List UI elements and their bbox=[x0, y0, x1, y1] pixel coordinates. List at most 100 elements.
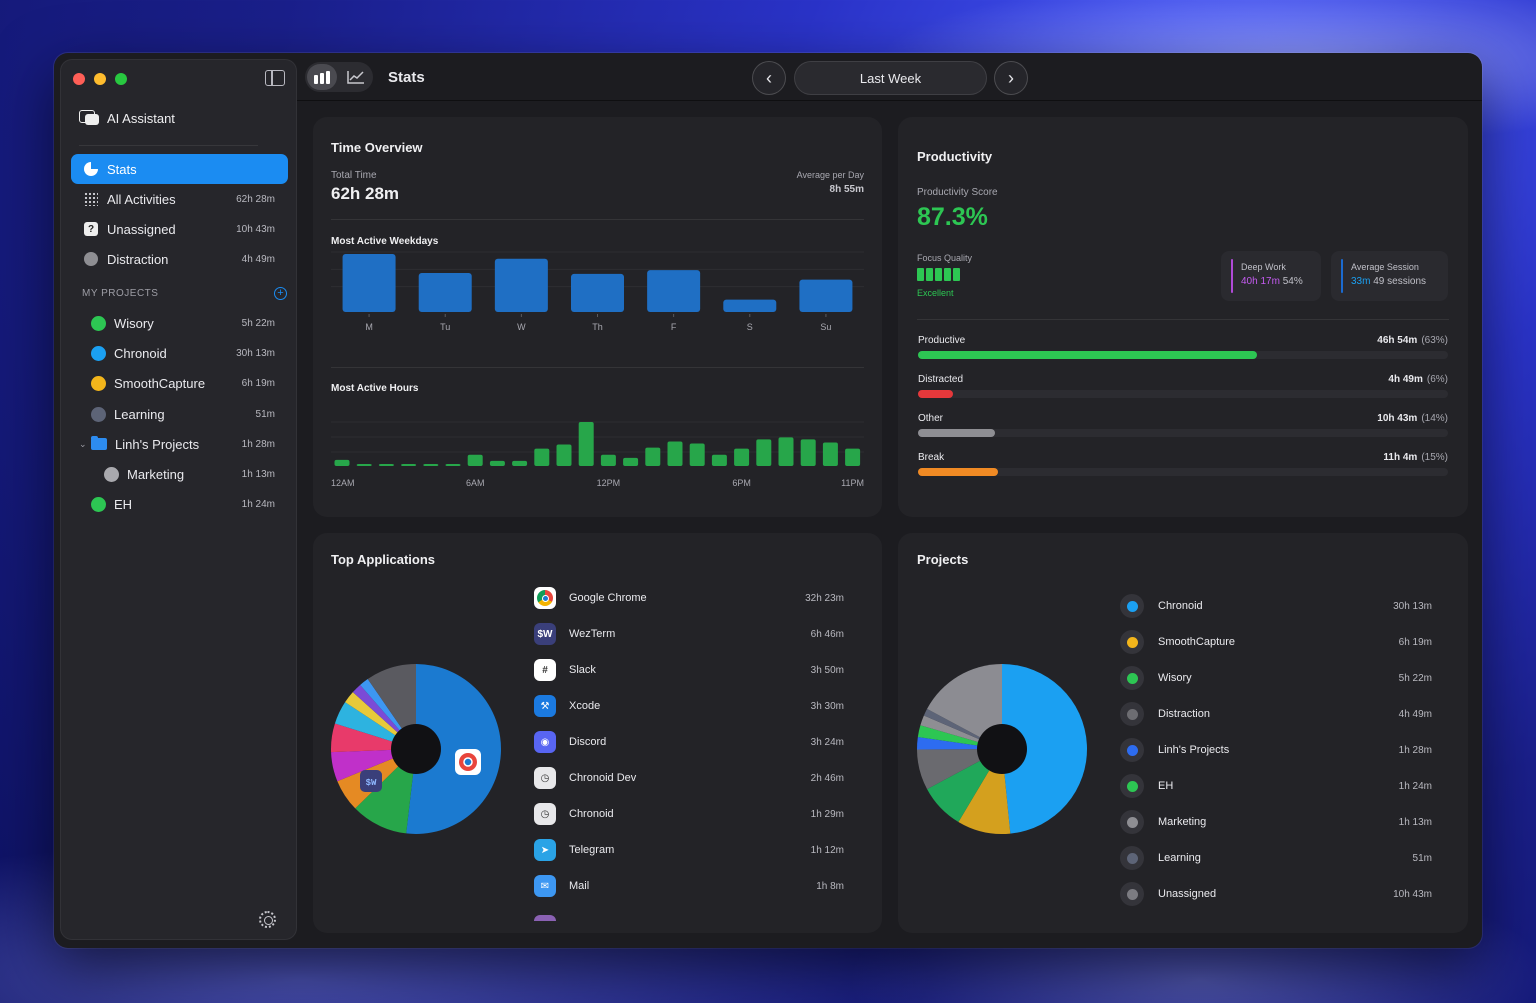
project-name: Learning bbox=[1158, 852, 1201, 864]
hour-bar[interactable] bbox=[467, 454, 483, 466]
hour-bar[interactable] bbox=[756, 439, 772, 466]
hour-bar[interactable] bbox=[689, 443, 705, 466]
hour-bar[interactable] bbox=[423, 464, 439, 466]
project-list-item[interactable]: Linh's Projects 1h 28m bbox=[1120, 738, 1432, 762]
zoom-window-button[interactable] bbox=[115, 73, 127, 85]
hour-bar[interactable] bbox=[556, 444, 572, 466]
hour-bar[interactable] bbox=[667, 441, 683, 466]
sidebar-item-stats[interactable]: Stats bbox=[71, 154, 288, 184]
divider bbox=[917, 319, 1449, 320]
sidebar-project-linhs-projects[interactable]: ⌄ Linh's Projects 1h 28m bbox=[71, 429, 288, 459]
weekday-bar[interactable] bbox=[647, 270, 701, 312]
sidebar-item-all-activities[interactable]: All Activities 62h 28m bbox=[71, 184, 288, 214]
bar-view-button[interactable] bbox=[307, 64, 337, 90]
weekdays-chart-title: Most Active Weekdays bbox=[331, 236, 439, 247]
hour-bar[interactable] bbox=[845, 448, 861, 466]
weekday-bar[interactable] bbox=[494, 258, 548, 312]
hour-bar[interactable] bbox=[378, 464, 394, 466]
close-window-button[interactable] bbox=[73, 73, 85, 85]
project-slice[interactable] bbox=[1002, 664, 1087, 834]
project-duration: 6h 19m bbox=[1398, 636, 1432, 648]
application-slice[interactable] bbox=[406, 664, 502, 834]
project-list-item[interactable]: Unassigned 10h 43m bbox=[1120, 882, 1432, 906]
hour-bar[interactable] bbox=[401, 464, 417, 466]
app-list-item[interactable]: ◷ Chronoid 1h 29m bbox=[534, 802, 844, 826]
hour-bar[interactable] bbox=[778, 437, 794, 466]
app-window: AI Assistant Stats All Activities 62h 28… bbox=[54, 53, 1482, 948]
hour-bar[interactable] bbox=[489, 460, 505, 466]
weekday-bar[interactable] bbox=[342, 253, 396, 312]
focus-quality-label: Focus Quality bbox=[917, 253, 973, 263]
chronoid-dev-icon: ◷ bbox=[534, 767, 556, 789]
ai-assistant-item[interactable]: AI Assistant bbox=[79, 110, 175, 126]
hours-chart-title: Most Active Hours bbox=[331, 383, 419, 394]
project-slice[interactable] bbox=[927, 664, 1002, 749]
chevron-down-icon[interactable]: ⌄ bbox=[79, 438, 87, 449]
sidebar-project-eh[interactable]: EH 1h 24m bbox=[71, 490, 288, 520]
view-mode-toggle bbox=[305, 62, 373, 92]
sidebar-item-unassigned[interactable]: ? Unassigned 10h 43m bbox=[71, 214, 288, 244]
weekday-bar[interactable] bbox=[418, 272, 472, 312]
hour-bar[interactable] bbox=[356, 464, 372, 466]
hour-bar[interactable] bbox=[512, 460, 528, 466]
average-session-value: 33m bbox=[1351, 276, 1371, 287]
app-list-item[interactable]: ◷ Chronoid Dev 2h 46m bbox=[534, 766, 844, 790]
sidebar-project-learning[interactable]: Learning 51m bbox=[71, 399, 288, 429]
project-list-item[interactable]: Marketing 1h 13m bbox=[1120, 810, 1432, 834]
minimize-window-button[interactable] bbox=[94, 73, 106, 85]
sidebar-item-distraction[interactable]: Distraction 4h 49m bbox=[71, 244, 288, 274]
project-list-item[interactable]: SmoothCapture 6h 19m bbox=[1120, 630, 1432, 654]
project-label: Chronoid bbox=[114, 345, 167, 361]
app-list-item[interactable]: # Slack 3h 50m bbox=[534, 658, 844, 682]
app-list-item[interactable]: ⚒ Xcode 3h 30m bbox=[534, 694, 844, 718]
dots-grid-icon bbox=[83, 191, 99, 207]
project-slice[interactable] bbox=[927, 749, 1002, 822]
gear-icon[interactable] bbox=[259, 911, 276, 928]
previous-period-button[interactable]: ‹ bbox=[752, 61, 786, 95]
project-label: Learning bbox=[114, 406, 165, 422]
hour-bar[interactable] bbox=[734, 448, 750, 466]
row-value: 10h 43m (14%) bbox=[1377, 413, 1448, 424]
hour-bar[interactable] bbox=[645, 447, 661, 466]
weekday-bar[interactable] bbox=[799, 279, 853, 312]
app-list-item[interactable]: ◉ Discord 3h 24m bbox=[534, 730, 844, 754]
period-selector[interactable]: Last Week bbox=[794, 61, 987, 95]
progress-track bbox=[918, 468, 1448, 476]
line-view-button[interactable] bbox=[341, 64, 371, 90]
app-duration: 6h 46m bbox=[810, 628, 844, 640]
project-list-item[interactable]: EH 1h 24m bbox=[1120, 774, 1432, 798]
sidebar-toggle-icon[interactable] bbox=[265, 70, 285, 86]
app-list-item[interactable]: ✉ Mail 1h 8m bbox=[534, 874, 844, 898]
project-list-item[interactable]: Wisory 5h 22m bbox=[1120, 666, 1432, 690]
application-slice[interactable] bbox=[355, 749, 416, 834]
add-project-icon[interactable]: + bbox=[274, 287, 287, 300]
app-list-item[interactable]: $W WezTerm 6h 46m bbox=[534, 622, 844, 646]
hour-bar[interactable] bbox=[534, 448, 550, 466]
project-list-item[interactable]: Learning 51m bbox=[1120, 846, 1432, 870]
app-list-item[interactable]: ➤ Telegram 1h 12m bbox=[534, 838, 844, 862]
weekday-bar[interactable] bbox=[571, 273, 624, 312]
project-duration: 1h 13m bbox=[1398, 816, 1432, 828]
sidebar-project-wisory[interactable]: Wisory 5h 22m bbox=[71, 308, 288, 338]
hour-bar[interactable] bbox=[623, 457, 639, 466]
sidebar: AI Assistant Stats All Activities 62h 28… bbox=[60, 59, 297, 940]
project-list-item[interactable]: Distraction 4h 49m bbox=[1120, 702, 1432, 726]
sidebar-project-smoothcapture[interactable]: SmoothCapture 6h 19m bbox=[71, 369, 288, 399]
hour-bar[interactable] bbox=[578, 422, 594, 466]
app-name: Xcode bbox=[569, 700, 601, 712]
progress-fill bbox=[918, 468, 999, 476]
app-duration: 32h 23m bbox=[805, 592, 844, 604]
hour-bar[interactable] bbox=[711, 454, 727, 466]
project-list-item[interactable]: Chronoid 30h 13m bbox=[1120, 594, 1432, 618]
sidebar-project-chronoid[interactable]: Chronoid 30h 13m bbox=[71, 338, 288, 368]
sidebar-project-marketing[interactable]: Marketing 1h 13m bbox=[71, 459, 288, 489]
hour-bar[interactable] bbox=[334, 459, 350, 466]
hour-bar[interactable] bbox=[445, 464, 461, 466]
weekday-bar[interactable] bbox=[723, 299, 777, 312]
hour-bar[interactable] bbox=[600, 454, 616, 466]
next-period-button[interactable]: › bbox=[994, 61, 1028, 95]
app-list-item[interactable]: Google Chrome 32h 23m bbox=[534, 586, 844, 610]
project-color-dot bbox=[1120, 846, 1144, 870]
hour-bar[interactable] bbox=[822, 442, 838, 466]
hour-bar[interactable] bbox=[800, 439, 816, 466]
